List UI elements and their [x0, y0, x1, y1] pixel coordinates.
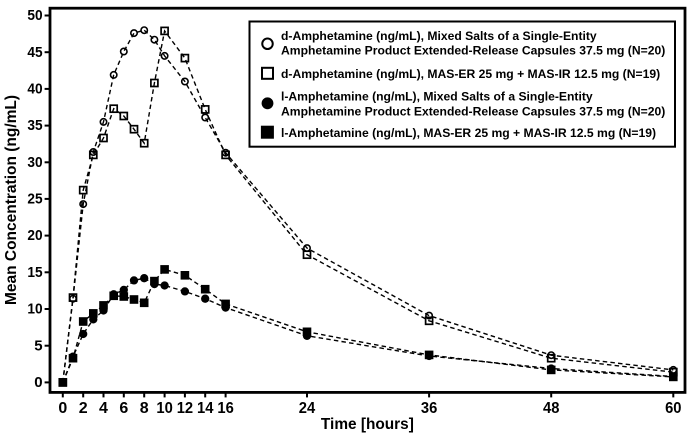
svg-text:12: 12 [177, 400, 193, 417]
svg-text:Amphetamine Product Extended-R: Amphetamine Product Extended-Release Cap… [281, 44, 665, 58]
svg-text:Time [hours]: Time [hours] [321, 416, 414, 433]
svg-text:14: 14 [197, 400, 213, 417]
svg-text:15: 15 [27, 264, 42, 281]
svg-text:4: 4 [99, 400, 108, 417]
svg-text:25: 25 [27, 191, 42, 208]
svg-text:60: 60 [665, 400, 681, 417]
svg-text:40: 40 [27, 81, 42, 98]
svg-text:20: 20 [27, 227, 42, 244]
svg-text:10: 10 [156, 400, 172, 417]
svg-text:24: 24 [299, 400, 315, 417]
svg-text:48: 48 [543, 400, 559, 417]
svg-text:0: 0 [34, 374, 42, 391]
svg-text:d-Amphetamine (ng/mL), Mixed S: d-Amphetamine (ng/mL), Mixed Salts of a … [281, 29, 597, 43]
svg-text:35: 35 [27, 117, 42, 134]
svg-text:36: 36 [421, 400, 437, 417]
svg-text:l-Amphetamine (ng/mL), Mixed S: l-Amphetamine (ng/mL), Mixed Salts of a … [281, 89, 593, 103]
svg-text:8: 8 [140, 400, 149, 417]
svg-text:0: 0 [58, 400, 67, 417]
svg-text:l-Amphetamine (ng/mL), MAS-ER: l-Amphetamine (ng/mL), MAS-ER 25 mg + MA… [281, 126, 656, 140]
svg-text:10: 10 [27, 301, 42, 318]
svg-text:45: 45 [27, 44, 42, 61]
svg-text:d-Amphetamine (ng/mL), MAS-ER: d-Amphetamine (ng/mL), MAS-ER 25 mg + MA… [281, 67, 660, 81]
svg-text:6: 6 [119, 400, 128, 417]
svg-text:30: 30 [27, 154, 42, 171]
svg-text:Mean Concentration (ng/mL): Mean Concentration (ng/mL) [3, 95, 20, 305]
svg-text:16: 16 [217, 400, 233, 417]
svg-text:50: 50 [27, 7, 42, 24]
svg-text:2: 2 [79, 400, 88, 417]
svg-text:5: 5 [34, 337, 42, 354]
svg-text:Amphetamine Product Extended-R: Amphetamine Product Extended-Release Cap… [281, 104, 665, 118]
